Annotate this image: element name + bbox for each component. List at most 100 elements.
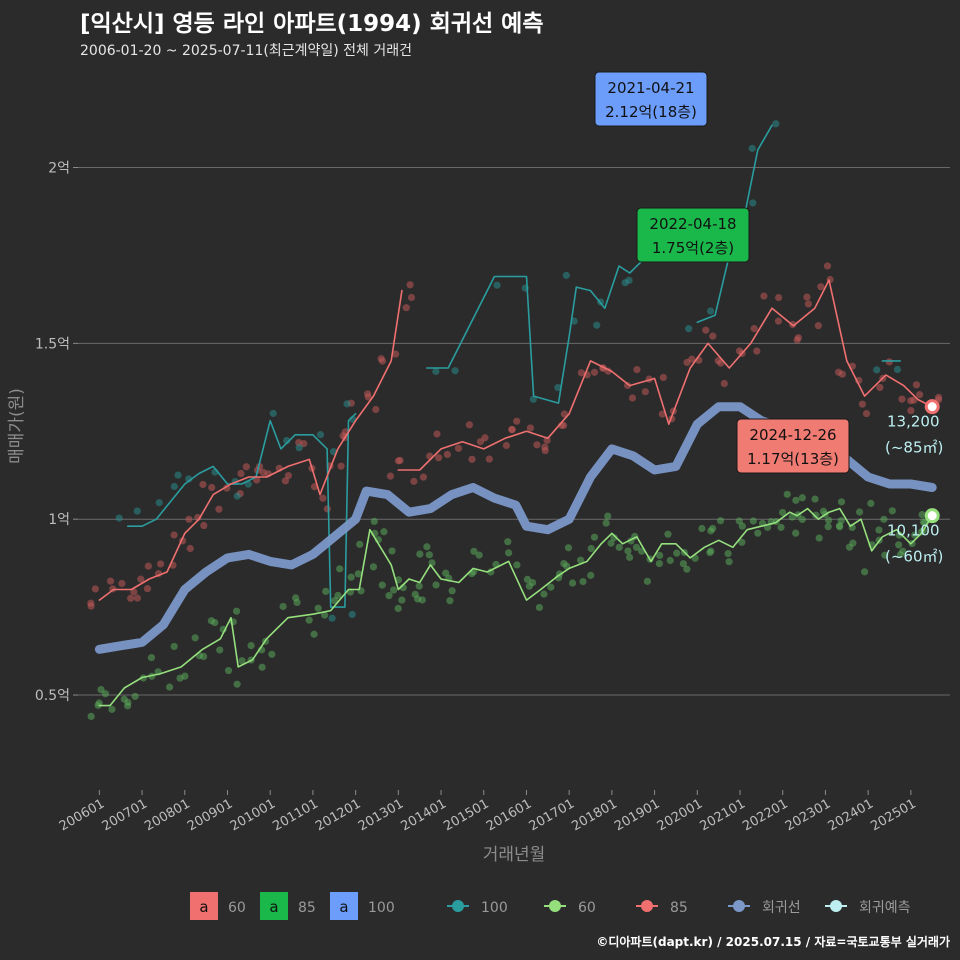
legend-box-key (190, 892, 218, 920)
scatter-point (881, 551, 889, 559)
scatter-point (336, 565, 344, 573)
scatter-point (633, 365, 641, 374)
x-tick-label: 200601 (57, 796, 107, 834)
callout-date: 2021-04-21 (607, 79, 694, 97)
scatter-point (259, 468, 267, 477)
legend-box-label: 85 (298, 900, 316, 916)
scatter-point (475, 551, 483, 559)
scatter-point (91, 585, 99, 593)
x-tick-label: 202501 (868, 796, 918, 834)
scatter-point (819, 507, 828, 515)
scatter-point (814, 322, 822, 330)
scatter-point (284, 472, 293, 480)
legend-line-label: 85 (670, 900, 688, 916)
scatter-point (860, 568, 869, 576)
scatter-point (186, 544, 194, 553)
callout-box (736, 418, 850, 474)
x-tick-label: 202201 (740, 796, 790, 834)
scatter-point (295, 444, 303, 452)
legend-line-label: 회귀예측 (859, 900, 911, 916)
legend-marker-key (733, 900, 745, 912)
scatter-point (658, 410, 666, 418)
x-tick-label: 202401 (826, 796, 876, 834)
scatter-point (716, 517, 725, 525)
scatter-point (760, 292, 768, 300)
scatter-point (798, 515, 806, 524)
scatter-point (702, 326, 710, 334)
scatter-point (547, 583, 555, 591)
scatter-point (106, 577, 115, 585)
legend-box-letter: a (199, 898, 208, 916)
scatter-point (788, 513, 796, 521)
scatter-point (792, 496, 800, 504)
scatter-point (811, 495, 819, 503)
scatter-point (133, 507, 141, 515)
scatter-point (812, 511, 820, 519)
x-tick-label: 202001 (655, 796, 705, 834)
scatter-point (777, 523, 785, 531)
scatter-point (504, 538, 512, 546)
legend-box-label: 60 (228, 900, 246, 916)
scatter-point (867, 499, 875, 508)
legend-marker-key (641, 900, 653, 912)
x-tick-label: 201301 (356, 796, 406, 834)
y-tick-label: 0.5억 (35, 688, 70, 704)
scatter-point (130, 588, 138, 596)
scatter-point (247, 641, 255, 650)
scatter-point (432, 367, 440, 375)
scatter-point (835, 368, 843, 376)
scatter-point (707, 307, 715, 315)
scatter-point (916, 391, 924, 399)
callout-value: 1.17억(13층) (747, 450, 839, 468)
scatter-point (144, 562, 152, 570)
scatter-point (804, 300, 813, 308)
scatter-point (390, 586, 398, 594)
scatter-point (87, 599, 95, 607)
scatter-point (200, 521, 208, 530)
series-line-100 (127, 124, 901, 608)
scatter-point (394, 604, 402, 613)
scatter-point (416, 550, 424, 558)
scatter-point (875, 526, 883, 534)
legend-line-label: 60 (578, 900, 596, 916)
scatter-point (837, 498, 846, 506)
scatter-point (87, 712, 95, 720)
legend-box-key (260, 892, 288, 920)
scatter-point (357, 587, 365, 595)
scatter-point (191, 634, 199, 642)
y-tick-label: 1억 (48, 512, 70, 528)
scatter-point (513, 417, 521, 425)
scatter-point (127, 594, 135, 602)
legend-box-letter: a (269, 898, 278, 916)
scatter-point (108, 705, 116, 713)
callout-box (594, 71, 708, 127)
scatter-point (709, 332, 717, 340)
scatter-point (337, 462, 345, 470)
legend-marker-key (830, 900, 842, 912)
scatter-point (778, 508, 787, 517)
x-tick-label: 201801 (569, 796, 619, 834)
scatter-point (331, 597, 339, 605)
scatter-point (576, 556, 585, 564)
scatter-point (402, 304, 410, 312)
scatter-point (322, 587, 330, 595)
scatter-point (540, 590, 548, 598)
scatter-point (233, 492, 241, 500)
scatter-point (888, 507, 896, 515)
scatter-point (683, 565, 691, 573)
scatter-point (258, 663, 266, 671)
scatter-point (137, 575, 145, 583)
callout-date: 2022-04-18 (649, 215, 736, 233)
scatter-point (343, 400, 351, 408)
scatter-point (279, 602, 287, 611)
scatter-point (643, 577, 652, 585)
scatter-point (242, 463, 250, 471)
scatter-point (372, 405, 380, 414)
scatter-point (754, 529, 762, 537)
scatter-point (655, 559, 663, 568)
scatter-point (880, 515, 888, 523)
scatter-point (753, 347, 761, 355)
scatter-point (465, 421, 474, 429)
